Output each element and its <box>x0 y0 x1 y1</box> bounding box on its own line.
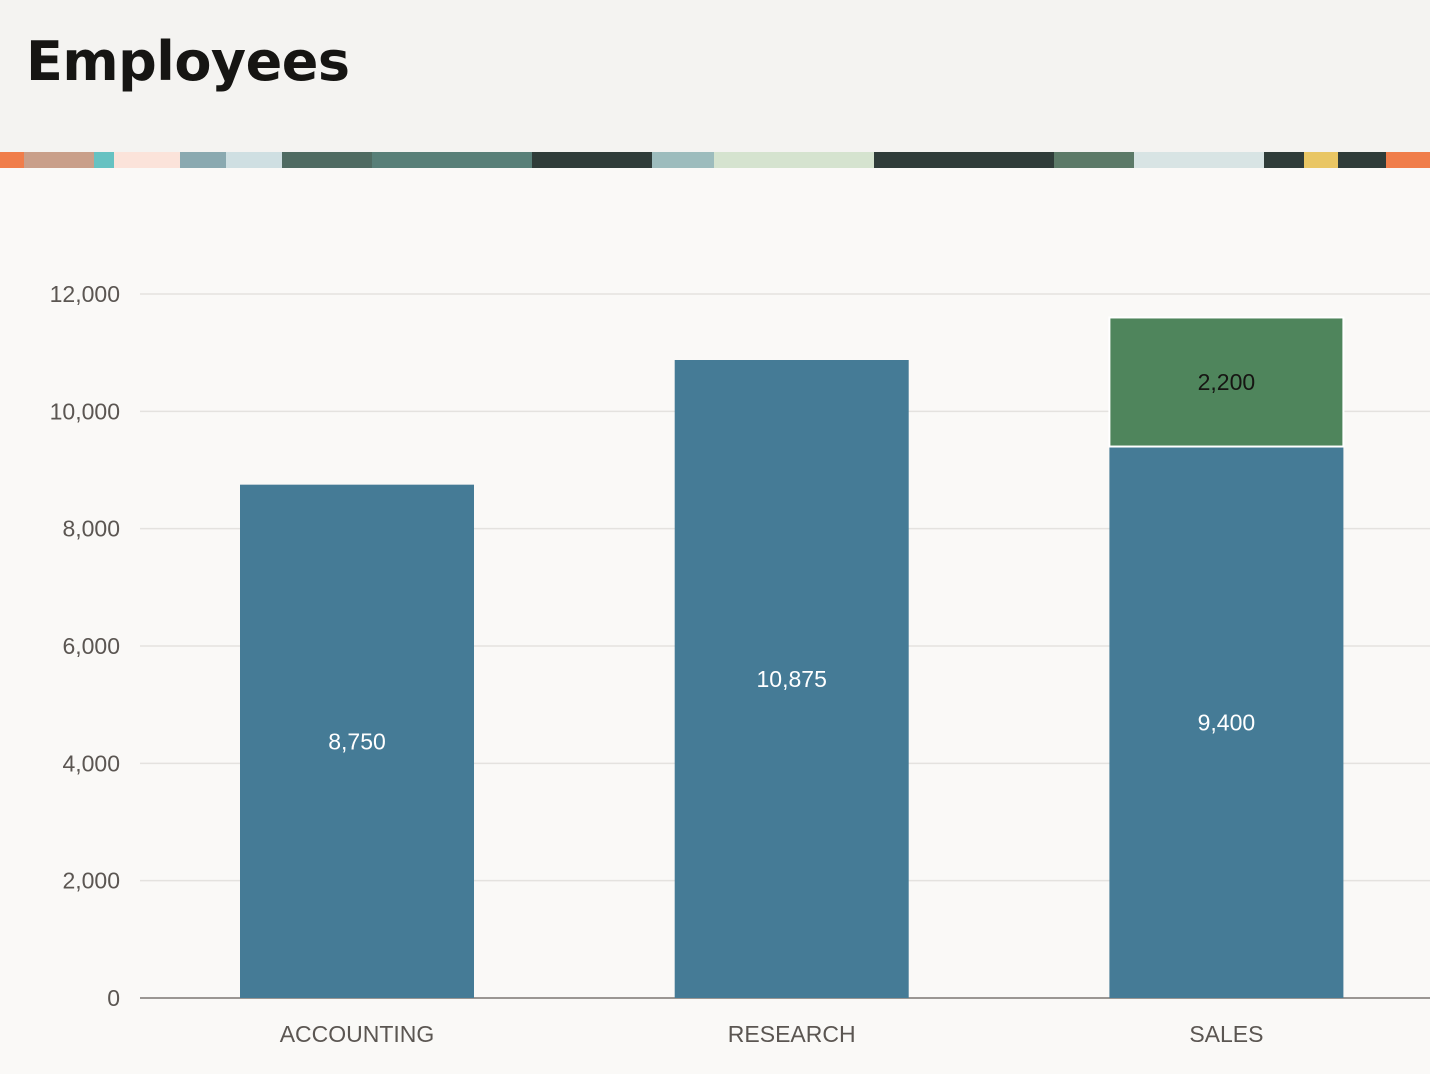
y-tick-label: 4,000 <box>62 750 120 776</box>
x-category-label: RESEARCH <box>728 1021 856 1047</box>
y-tick-label: 8,000 <box>62 516 120 542</box>
bar-chart: 0 2,000 4,000 6,000 8,000 10,000 12,000 8,750 AC… <box>0 168 1430 1070</box>
bar <box>1108 316 1345 448</box>
y-tick-label: 0 <box>107 985 120 1011</box>
x-category-label: ACCOUNTING <box>280 1021 435 1047</box>
label-layer: 0 2,000 4,000 6,000 8,000 10,000 12,000 8,750 AC… <box>50 281 1264 1047</box>
page-header: Employees <box>0 0 1430 152</box>
bar <box>1109 446 1344 998</box>
y-tick-label: 10,000 <box>50 398 120 424</box>
y-tick-label: 2,000 <box>62 868 120 894</box>
bar <box>240 484 474 999</box>
y-tick-label: 12,000 <box>50 281 120 307</box>
decorative-banner <box>0 152 1430 168</box>
data-label: 9,400 <box>1198 709 1256 735</box>
y-tick-label: 6,000 <box>62 633 120 659</box>
data-label: 8,750 <box>328 728 386 754</box>
data-label: 2,200 <box>1198 369 1256 395</box>
bar-layer <box>240 316 1345 999</box>
data-label: 10,875 <box>757 666 827 692</box>
chart-svg: 0 2,000 4,000 6,000 8,000 10,000 12,000 8,750 AC… <box>50 281 1430 1047</box>
bar <box>674 360 909 998</box>
page-title: Employees <box>26 30 350 93</box>
x-category-label: SALES <box>1189 1021 1263 1047</box>
